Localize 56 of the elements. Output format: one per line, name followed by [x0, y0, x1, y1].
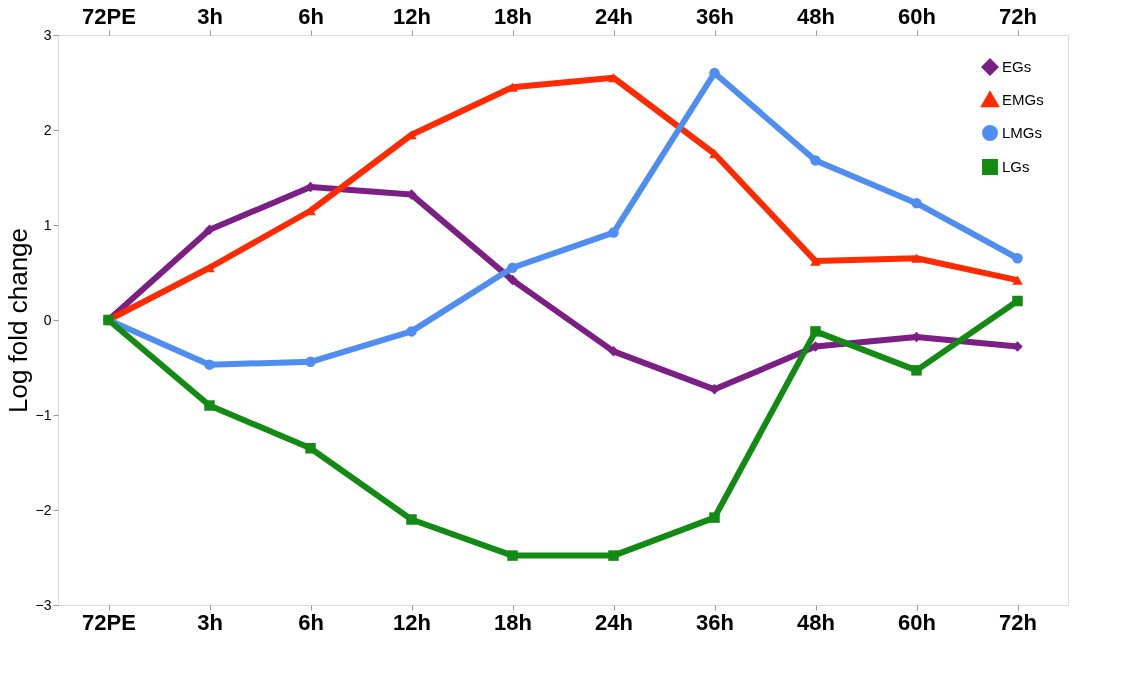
point	[507, 550, 518, 561]
point	[204, 359, 215, 370]
point	[810, 155, 821, 166]
point	[911, 197, 922, 209]
x-tick-label: 6h	[298, 609, 324, 635]
point	[709, 67, 720, 79]
point	[507, 274, 518, 286]
category-label: 36h	[696, 3, 734, 29]
y-tick-label: −3	[35, 596, 52, 613]
y-tick-label: −2	[35, 501, 52, 518]
point	[810, 326, 821, 337]
y-axis-title: Log fold change	[2, 227, 33, 414]
point	[709, 512, 720, 523]
point	[507, 262, 518, 273]
point	[810, 256, 821, 266]
category-label: 18h	[494, 3, 532, 29]
y-tick-label: 1	[43, 216, 52, 233]
y-tick-label: 3	[43, 26, 52, 43]
x-tick-label: 60h	[898, 609, 936, 635]
category-label: 3h	[197, 3, 223, 29]
x-tick-label: 3h	[197, 609, 223, 635]
x-tick-label: 72h	[999, 609, 1037, 635]
category-label: 6h	[298, 3, 324, 29]
point	[608, 227, 619, 238]
x-tick-label: 36h	[696, 609, 734, 635]
legend-label: EMGs	[1002, 91, 1044, 108]
category-label: 72h	[999, 3, 1037, 29]
x-tick-label: 72PE	[82, 609, 136, 635]
legend-label: LGs	[1002, 158, 1030, 175]
point	[608, 346, 619, 357]
category-label: 60h	[898, 3, 936, 29]
point	[204, 224, 215, 235]
point	[406, 326, 417, 337]
point	[1012, 253, 1023, 264]
category-label: 48h	[797, 3, 835, 29]
point	[1012, 295, 1023, 307]
point	[305, 356, 316, 368]
point	[911, 365, 922, 376]
point	[406, 514, 417, 525]
point	[911, 253, 922, 263]
point	[204, 400, 215, 411]
point	[305, 443, 316, 454]
category-label: 24h	[595, 3, 633, 29]
category-label: 72PE	[82, 3, 136, 29]
point	[1012, 275, 1023, 285]
x-tick-label: 48h	[797, 609, 835, 635]
point	[608, 550, 619, 561]
y-tick-label: −1	[35, 406, 52, 423]
x-tick-label: 18h	[494, 609, 532, 635]
legend-label: EGs	[1002, 58, 1032, 75]
legend-label: LMGs	[1002, 124, 1043, 141]
x-tick-label: 12h	[393, 609, 431, 635]
y-tick-label: 2	[43, 121, 52, 138]
category-label: 12h	[393, 3, 431, 29]
x-tick-label: 24h	[595, 609, 633, 635]
y-tick-label: 0	[43, 311, 52, 328]
